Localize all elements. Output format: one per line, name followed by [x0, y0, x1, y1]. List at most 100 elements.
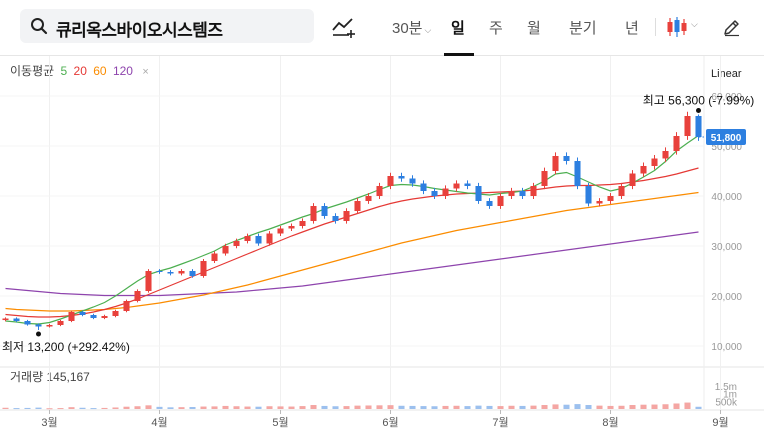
timeframe-year[interactable]: 년 — [625, 20, 639, 37]
volume-bar — [123, 406, 130, 409]
candle-body — [90, 315, 97, 318]
y-tick-label: 30,000 — [711, 242, 742, 253]
moving-average-legend: 이동평균 5 20 60 120 × — [10, 62, 152, 79]
volume-bar — [2, 407, 9, 409]
candle-body — [640, 166, 647, 174]
volume-bar — [629, 405, 636, 409]
candle-body — [222, 246, 229, 254]
candle-body — [420, 183, 427, 191]
toolbar: 큐리옥스바이오시스템즈 30분 ⌵ 일 주 월 분기 년 ⌵ — [0, 0, 764, 56]
volume-bar — [387, 405, 394, 409]
volume-bar — [200, 406, 207, 409]
compare-chart-icon[interactable] — [331, 15, 357, 39]
volume-bar — [596, 405, 603, 409]
volume-bar — [101, 407, 108, 409]
ma5-line — [5, 135, 699, 325]
ma120-label: 120 — [112, 64, 133, 78]
candle-body — [673, 136, 680, 151]
volume-bar — [244, 406, 251, 409]
timeframe-day[interactable]: 일 — [451, 20, 465, 37]
y-tick-label: 40,000 — [711, 192, 742, 203]
volume-bar — [134, 406, 141, 409]
volume-bar — [13, 408, 20, 410]
candle-body — [376, 186, 383, 196]
candle-body — [398, 176, 405, 179]
volume-bar — [464, 406, 471, 409]
active-tab-underline — [444, 53, 474, 56]
candle-body — [299, 221, 306, 226]
volume-bar — [420, 406, 427, 409]
x-tick-label: 4월 — [151, 416, 167, 429]
candle-body — [618, 186, 625, 196]
volume-bar — [299, 406, 306, 409]
volume-bar — [684, 402, 691, 409]
low-marker — [36, 331, 41, 337]
candle-body — [156, 271, 163, 272]
volume-tick-label: 1.5m — [715, 382, 737, 393]
timeframe-month[interactable]: 월 — [527, 20, 541, 37]
volume-bar — [145, 405, 152, 409]
candle-body — [288, 226, 295, 229]
volume-bar — [255, 406, 262, 409]
x-tick-label: 7월 — [492, 416, 508, 429]
ma20-line — [5, 167, 699, 318]
volume-label: 거래량 — [10, 370, 44, 384]
candle-body — [35, 324, 42, 327]
volume-bar — [530, 405, 537, 409]
volume-bar — [673, 403, 680, 409]
ma5-label: 5 — [60, 64, 68, 78]
candlestick-icon — [667, 17, 687, 37]
stock-name: 큐리옥스바이오시스템즈 — [56, 21, 223, 40]
volume-bar — [233, 406, 240, 409]
candle-body — [497, 196, 504, 206]
volume-bar — [398, 405, 405, 409]
candle-body — [552, 156, 559, 171]
candle-body — [233, 241, 240, 246]
volume-bar — [431, 406, 438, 409]
volume-tick-label: 1m — [723, 390, 737, 401]
toolbar-divider — [655, 18, 656, 36]
candle-body — [244, 236, 251, 241]
chart-type-selector[interactable]: ⌵ — [666, 15, 702, 39]
volume-tick-label: 500k — [715, 397, 738, 408]
volume-bar — [79, 407, 86, 409]
volume-bar — [277, 406, 284, 409]
volume-bar — [497, 406, 504, 409]
timeframe-week[interactable]: 주 — [489, 20, 503, 37]
candle-body — [607, 196, 614, 201]
volume-bar — [46, 408, 53, 410]
candle-body — [321, 206, 328, 216]
candle-body — [112, 311, 119, 316]
timeframe-30min[interactable]: 30분 ⌵ — [392, 20, 432, 37]
ma-legend-label: 이동평균 — [10, 64, 55, 78]
candle-body — [200, 261, 207, 276]
volume-bar — [574, 404, 581, 409]
volume-bar — [508, 405, 515, 409]
volume-bar — [167, 407, 174, 409]
candle-body — [13, 318, 20, 321]
volume-bar — [68, 407, 75, 409]
price-chart[interactable]: 3월 4월 5월 6월 7월 8월 9월 60,000 50,000 40,000 30,000 20… — [0, 56, 764, 433]
candle-body — [189, 271, 196, 276]
volume-bar — [453, 405, 460, 409]
volume-bar — [35, 407, 42, 409]
pencil-icon[interactable] — [722, 17, 742, 37]
candle-body — [596, 201, 603, 204]
candle-body — [651, 158, 658, 166]
current-price-label: 51,800 — [711, 133, 742, 144]
close-icon[interactable]: × — [142, 66, 149, 78]
candle-body — [79, 312, 86, 315]
volume-bar — [651, 404, 658, 409]
candle-body — [695, 116, 702, 137]
scale-toggle-button[interactable]: Linear — [711, 68, 742, 80]
candle-body — [431, 191, 438, 196]
stock-search-box[interactable]: 큐리옥스바이오시스템즈 — [20, 9, 314, 43]
volume-bar — [24, 407, 31, 409]
timeframe-quarter[interactable]: 분기 — [569, 20, 597, 37]
high-marker — [696, 108, 701, 113]
volume-bar — [321, 405, 328, 409]
candle-body — [519, 191, 526, 196]
volume-bar — [662, 404, 669, 409]
candle-body — [332, 216, 339, 221]
ma120-line — [5, 231, 699, 297]
